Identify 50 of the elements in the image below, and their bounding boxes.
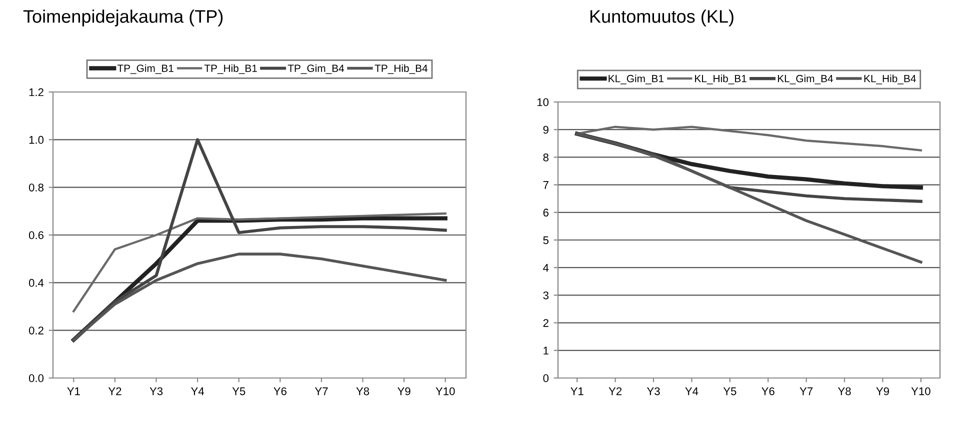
y-tick-label: 0.4 <box>28 278 44 287</box>
x-tick-label: Y5 <box>723 387 736 396</box>
y-tick-label: 10 <box>537 98 549 106</box>
legend-label: TP_Hib_B1 <box>204 64 257 74</box>
x-tick-label: Y6 <box>274 387 286 396</box>
legend-label: KL_Gim_B4 <box>778 74 833 84</box>
y-tick-label: 6 <box>543 208 548 217</box>
x-tick-label: Y2 <box>108 387 122 396</box>
y-tick-label: 3 <box>543 291 548 300</box>
x-tick-label: Y2 <box>608 387 622 396</box>
legend-label: KL_Hib_B1 <box>695 74 746 84</box>
legend-label: TP_Gim_B1 <box>117 64 174 74</box>
chart-title: Toimenpidejakauma (TP) <box>23 10 223 26</box>
x-tick-label: Y1 <box>67 387 80 396</box>
y-tick-label: 1.2 <box>29 88 44 96</box>
legend-label: KL_Hib_B4 <box>864 74 916 84</box>
x-tick-label: Y9 <box>398 387 410 396</box>
x-tick-label: Y1 <box>570 387 584 396</box>
y-tick-label: 0.6 <box>28 231 44 240</box>
y-tick-label: 9 <box>543 126 548 134</box>
y-tick-label: 0.8 <box>28 184 44 192</box>
x-tick-label: Y5 <box>232 387 246 396</box>
x-tick-label: Y8 <box>838 387 851 396</box>
x-tick-label: Y10 <box>436 387 455 396</box>
x-tick-label: Y7 <box>314 387 328 396</box>
line-series <box>72 212 446 312</box>
y-tick-label: 2 <box>543 319 548 327</box>
x-tick-label: Y6 <box>762 387 774 396</box>
y-tick-label: 0 <box>543 374 549 382</box>
y-tick-label: 0.2 <box>28 326 44 334</box>
legend-label: TP_Gim_B4 <box>288 64 344 74</box>
legend-label: TP_Hib_B4 <box>374 64 428 74</box>
x-tick-label: Y4 <box>191 387 204 396</box>
x-tick-label: Y7 <box>800 387 813 396</box>
x-tick-label: Y3 <box>646 387 660 396</box>
x-tick-label: Y8 <box>356 387 370 396</box>
x-tick-label: Y10 <box>911 387 930 396</box>
line-series <box>72 138 447 342</box>
y-tick-label: 0.0 <box>28 374 44 382</box>
y-tick-label: 1.0 <box>29 136 44 144</box>
y-tick-label: 4 <box>543 264 549 272</box>
x-tick-label: Y4 <box>685 387 698 396</box>
legend-label: KL_Gim_B1 <box>608 74 664 84</box>
chart-title: Kuntomuutos (KL) <box>590 10 734 26</box>
y-tick-label: 1 <box>544 346 548 354</box>
y-tick-label: 5 <box>543 236 549 244</box>
x-tick-label: Y3 <box>150 387 163 396</box>
y-tick-label: 8 <box>543 153 548 162</box>
x-tick-label: Y9 <box>876 387 889 396</box>
y-tick-label: 7 <box>543 181 548 189</box>
